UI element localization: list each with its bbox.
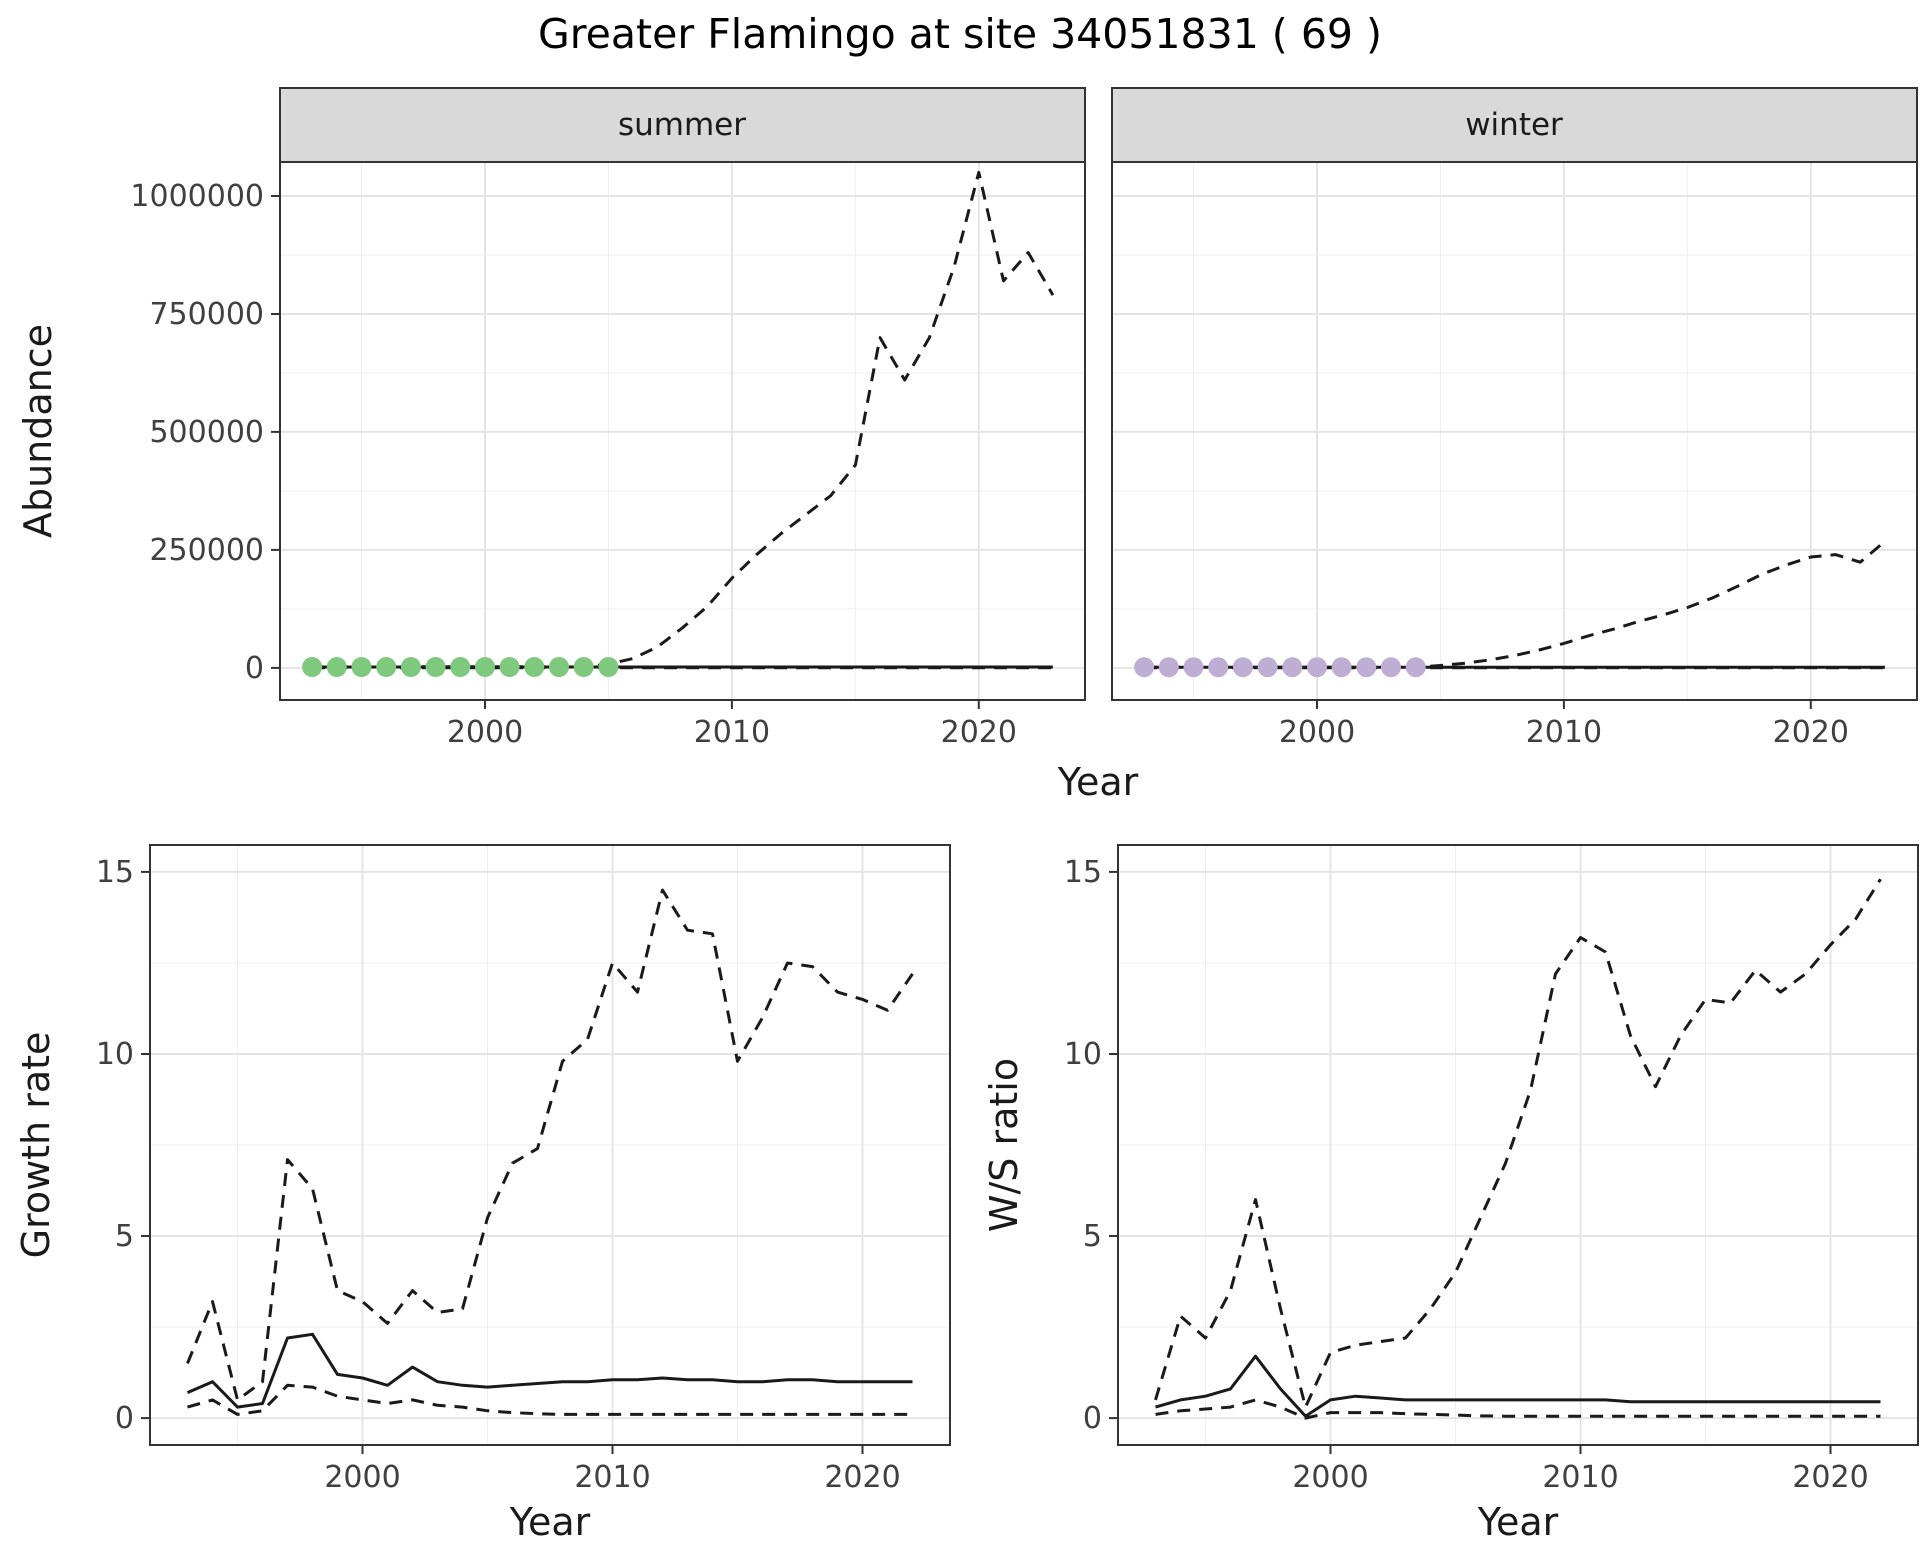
growth-rate-y-axis-label: Growth rate	[14, 1031, 58, 1259]
data-point	[425, 657, 446, 677]
data-point	[475, 657, 495, 677]
ws-ratio-panel: 2000 2010 2020 0 5 10 15	[1064, 844, 1919, 1495]
x-tick-label: 2020	[941, 715, 1017, 750]
abundance-panel-summer: 2000 2010 2020 0 250000 500000 750000 1000000	[130, 161, 1086, 750]
x-tick-label: 2000	[324, 1460, 400, 1495]
abundance-x-axis-label: Year	[1057, 760, 1139, 804]
data-point	[376, 657, 397, 677]
facet-label-winter: winter	[1465, 107, 1563, 143]
abundance-y-axis-label: Abundance	[16, 323, 60, 539]
data-point	[1257, 657, 1278, 678]
y-tick-label: 1000000	[130, 179, 264, 214]
data-point	[1134, 657, 1155, 678]
y-tick-label: 250000	[149, 533, 264, 568]
y-tick-label: 15	[1064, 855, 1102, 890]
ws-ratio-y-axis-label: W/S ratio	[982, 1057, 1026, 1233]
data-point	[549, 657, 569, 677]
data-point	[1282, 657, 1303, 678]
data-point	[1307, 657, 1327, 678]
y-tick-label: 0	[115, 1401, 134, 1436]
data-point	[1232, 657, 1253, 678]
panel-border	[1117, 844, 1919, 1446]
x-tick-label: 2000	[447, 715, 523, 750]
figure-title: Greater Flamingo at site 34051831 ( 69 )	[537, 10, 1383, 58]
data-point	[1331, 657, 1352, 678]
data-point	[400, 657, 421, 677]
data-point	[450, 657, 471, 677]
data-point	[326, 657, 347, 677]
abundance-panel-summer-upper_ci-line	[312, 170, 1055, 669]
ws-ratio-panel-median-line	[1155, 1354, 1881, 1418]
y-tick-label: 10	[1064, 1037, 1102, 1072]
y-tick-label: 750000	[149, 297, 264, 332]
growth-rate-x-axis-label: Year	[509, 1500, 591, 1544]
data-point	[1183, 657, 1204, 678]
y-tick-label: 10	[96, 1037, 134, 1072]
panel-border	[1111, 161, 1918, 701]
x-tick-label: 2000	[1279, 715, 1355, 750]
data-point	[1381, 657, 1401, 678]
data-point	[351, 657, 372, 677]
x-tick-label: 2010	[694, 715, 770, 750]
x-tick-label: 2010	[1526, 715, 1602, 750]
panel-border	[149, 844, 951, 1446]
y-tick-label: 0	[245, 651, 264, 686]
data-point	[1356, 657, 1377, 678]
y-tick-label: 0	[1083, 1401, 1102, 1436]
data-point	[1405, 657, 1426, 678]
y-tick-label: 15	[96, 855, 134, 890]
x-tick-label: 2020	[1792, 1460, 1868, 1495]
x-tick-label: 2020	[1773, 715, 1849, 750]
y-tick-label: 500000	[149, 415, 264, 450]
y-tick-label: 5	[115, 1219, 134, 1254]
data-point	[524, 657, 545, 677]
x-tick-label: 2020	[824, 1460, 900, 1495]
x-tick-label: 2010	[574, 1460, 650, 1495]
facet-label-summer: summer	[617, 107, 747, 143]
ws-ratio-x-axis-label: Year	[1477, 1500, 1559, 1544]
growth-rate-panel-lower_ci-line	[187, 1383, 913, 1416]
data-point	[598, 657, 619, 677]
data-point	[573, 657, 594, 677]
growth-rate-panel-upper_ci-line	[186, 888, 914, 1402]
data-point	[1158, 657, 1179, 678]
abundance-panel-winter: 2000 2010 2020	[1111, 161, 1918, 750]
ws-ratio-panel-upper_ci-line	[1154, 878, 1882, 1409]
data-point	[1208, 657, 1229, 678]
data-point	[302, 657, 323, 677]
data-point	[499, 657, 520, 677]
x-tick-label: 2000	[1292, 1460, 1368, 1495]
facet-strip-summer	[279, 87, 1086, 163]
growth-rate-panel-median-line	[186, 1332, 913, 1409]
growth-rate-panel: 2000 2010 2020 0 5 10 15	[96, 844, 951, 1495]
y-tick-label: 5	[1083, 1219, 1102, 1254]
x-tick-label: 2010	[1542, 1460, 1618, 1495]
